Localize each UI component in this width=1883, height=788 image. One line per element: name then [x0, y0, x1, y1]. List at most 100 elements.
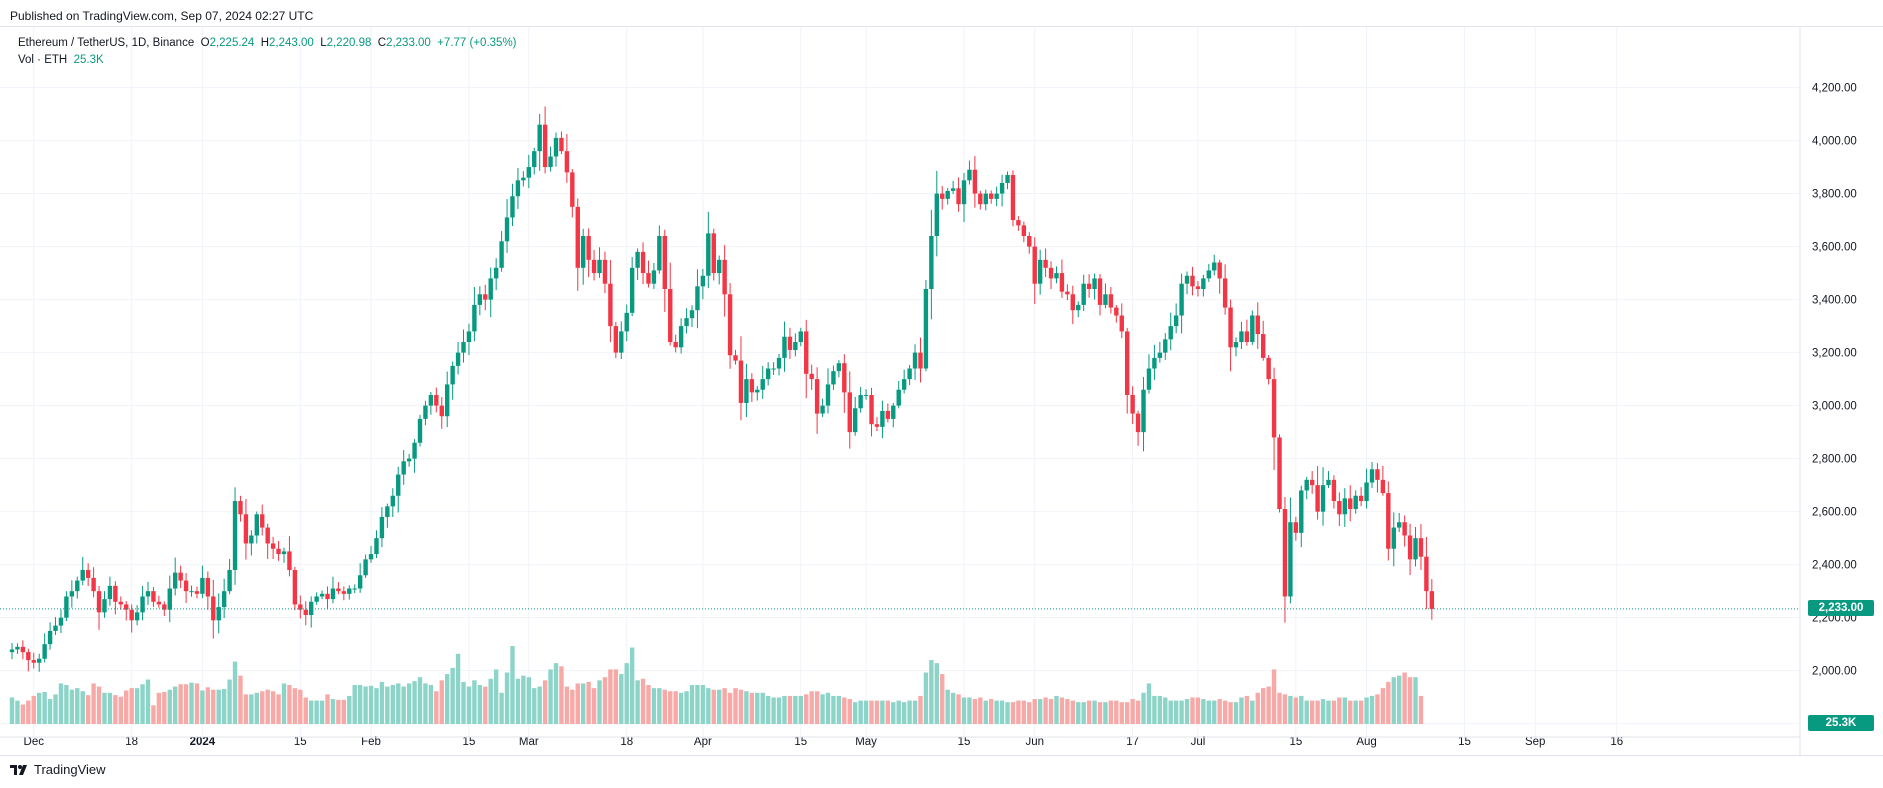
candle-body [553, 137, 559, 157]
price-chart[interactable]: 4,200.00 4,000.00 3,800.00 3,600.00 3,400.00… [0, 27, 1883, 755]
candle-body [1157, 352, 1163, 358]
tradingview-brand[interactable]: TradingView [10, 762, 106, 777]
y-tick-label: 3,600.00 [1812, 242, 1857, 254]
volume-bar [1076, 702, 1081, 724]
candle-body [744, 379, 749, 403]
candle-body [1331, 479, 1337, 502]
volume-bar [1108, 700, 1114, 724]
candle-body [564, 151, 570, 173]
candle-body [173, 572, 178, 589]
volume-bar [472, 680, 477, 724]
candle-body [1271, 379, 1277, 438]
candle-body [406, 458, 412, 462]
volume-bar [434, 691, 439, 724]
candle-body [983, 193, 988, 205]
volume-bar [227, 679, 232, 724]
candle-body [270, 543, 276, 549]
candle-body [1103, 294, 1108, 305]
candle-body [249, 535, 254, 544]
candle-body [145, 591, 151, 597]
volume-bar [1293, 697, 1299, 724]
candle-body [352, 588, 357, 590]
candle-body [238, 501, 243, 515]
candle-body [804, 331, 809, 374]
volume-bar [1320, 699, 1326, 724]
candle-body [347, 588, 352, 594]
volume-bar [1277, 692, 1282, 724]
volume-bar [249, 694, 254, 724]
volume-bar [804, 694, 809, 724]
candle-body [597, 259, 602, 274]
candle-body [950, 188, 956, 191]
volume-bar [1070, 700, 1075, 724]
candle-body [624, 312, 629, 332]
candle-body [450, 365, 455, 385]
candle-body [254, 514, 259, 536]
volume-bar [1130, 699, 1135, 724]
candle-body [722, 259, 727, 295]
volume-bar [488, 678, 493, 724]
candle-body [1304, 479, 1309, 491]
candle-body [423, 405, 428, 419]
candle-body [232, 501, 238, 570]
candle-body [194, 591, 200, 594]
symbol-title[interactable]: Ethereum / TetherUS, 1D, Binance [18, 37, 195, 49]
volume-bar [156, 692, 162, 724]
candle-body [428, 395, 434, 406]
volume-bar [602, 677, 608, 724]
candle-body [1076, 304, 1081, 311]
candle-body [401, 461, 406, 475]
candle-body [314, 596, 319, 602]
y-tick-label: 3,000.00 [1812, 401, 1857, 413]
candle-body [1048, 267, 1054, 279]
candle-body [292, 569, 298, 605]
candle-body [923, 289, 929, 369]
volume-bar [711, 689, 716, 724]
volume-bar [314, 700, 319, 724]
candle-body [537, 124, 542, 152]
candle-body [37, 658, 42, 663]
volume-bar [1282, 694, 1288, 724]
candle-body [455, 352, 461, 366]
candle-body [499, 241, 504, 268]
candle-body [1255, 315, 1260, 335]
volume-bar [336, 699, 341, 724]
candle-body [629, 267, 635, 313]
candle-body [1163, 339, 1168, 353]
candle-body [749, 379, 755, 393]
volume-bar [1190, 697, 1195, 724]
candle-body [1418, 538, 1424, 557]
candle-body [156, 601, 162, 605]
volume-bar [325, 694, 330, 724]
candle-body [602, 259, 608, 284]
volume-bar [173, 686, 178, 724]
volume-bar [537, 686, 542, 724]
volume-bar [102, 692, 107, 724]
volume-bar [298, 689, 303, 724]
candle-body [1353, 495, 1358, 509]
candle-body [265, 527, 270, 544]
volume-bar [347, 695, 352, 724]
volume-bar [967, 697, 972, 724]
candle-body [1201, 278, 1206, 289]
open-label: O [200, 37, 210, 49]
x-tick-label: 16 [1610, 736, 1623, 748]
high-label: H [260, 37, 270, 49]
candle-body [1037, 259, 1043, 284]
chart-frame[interactable]: 4,200.00 4,000.00 3,800.00 3,600.00 3,400.00… [0, 26, 1883, 756]
volume-bar [1337, 697, 1342, 724]
volume-bar [31, 695, 36, 724]
candle-body [711, 233, 716, 274]
candle-body [1407, 535, 1413, 560]
candle-body [673, 342, 678, 348]
volume-bar [771, 697, 776, 724]
volume-bar [461, 681, 466, 724]
volume-bar [564, 686, 570, 724]
volume-bar [96, 686, 102, 724]
candle-body [75, 580, 80, 592]
volume-bar [1304, 700, 1309, 724]
volume-label[interactable]: Vol · ETH [18, 54, 68, 66]
volume-bar [1125, 702, 1130, 724]
volume-bar [205, 687, 211, 724]
volume-bar [1266, 686, 1271, 724]
